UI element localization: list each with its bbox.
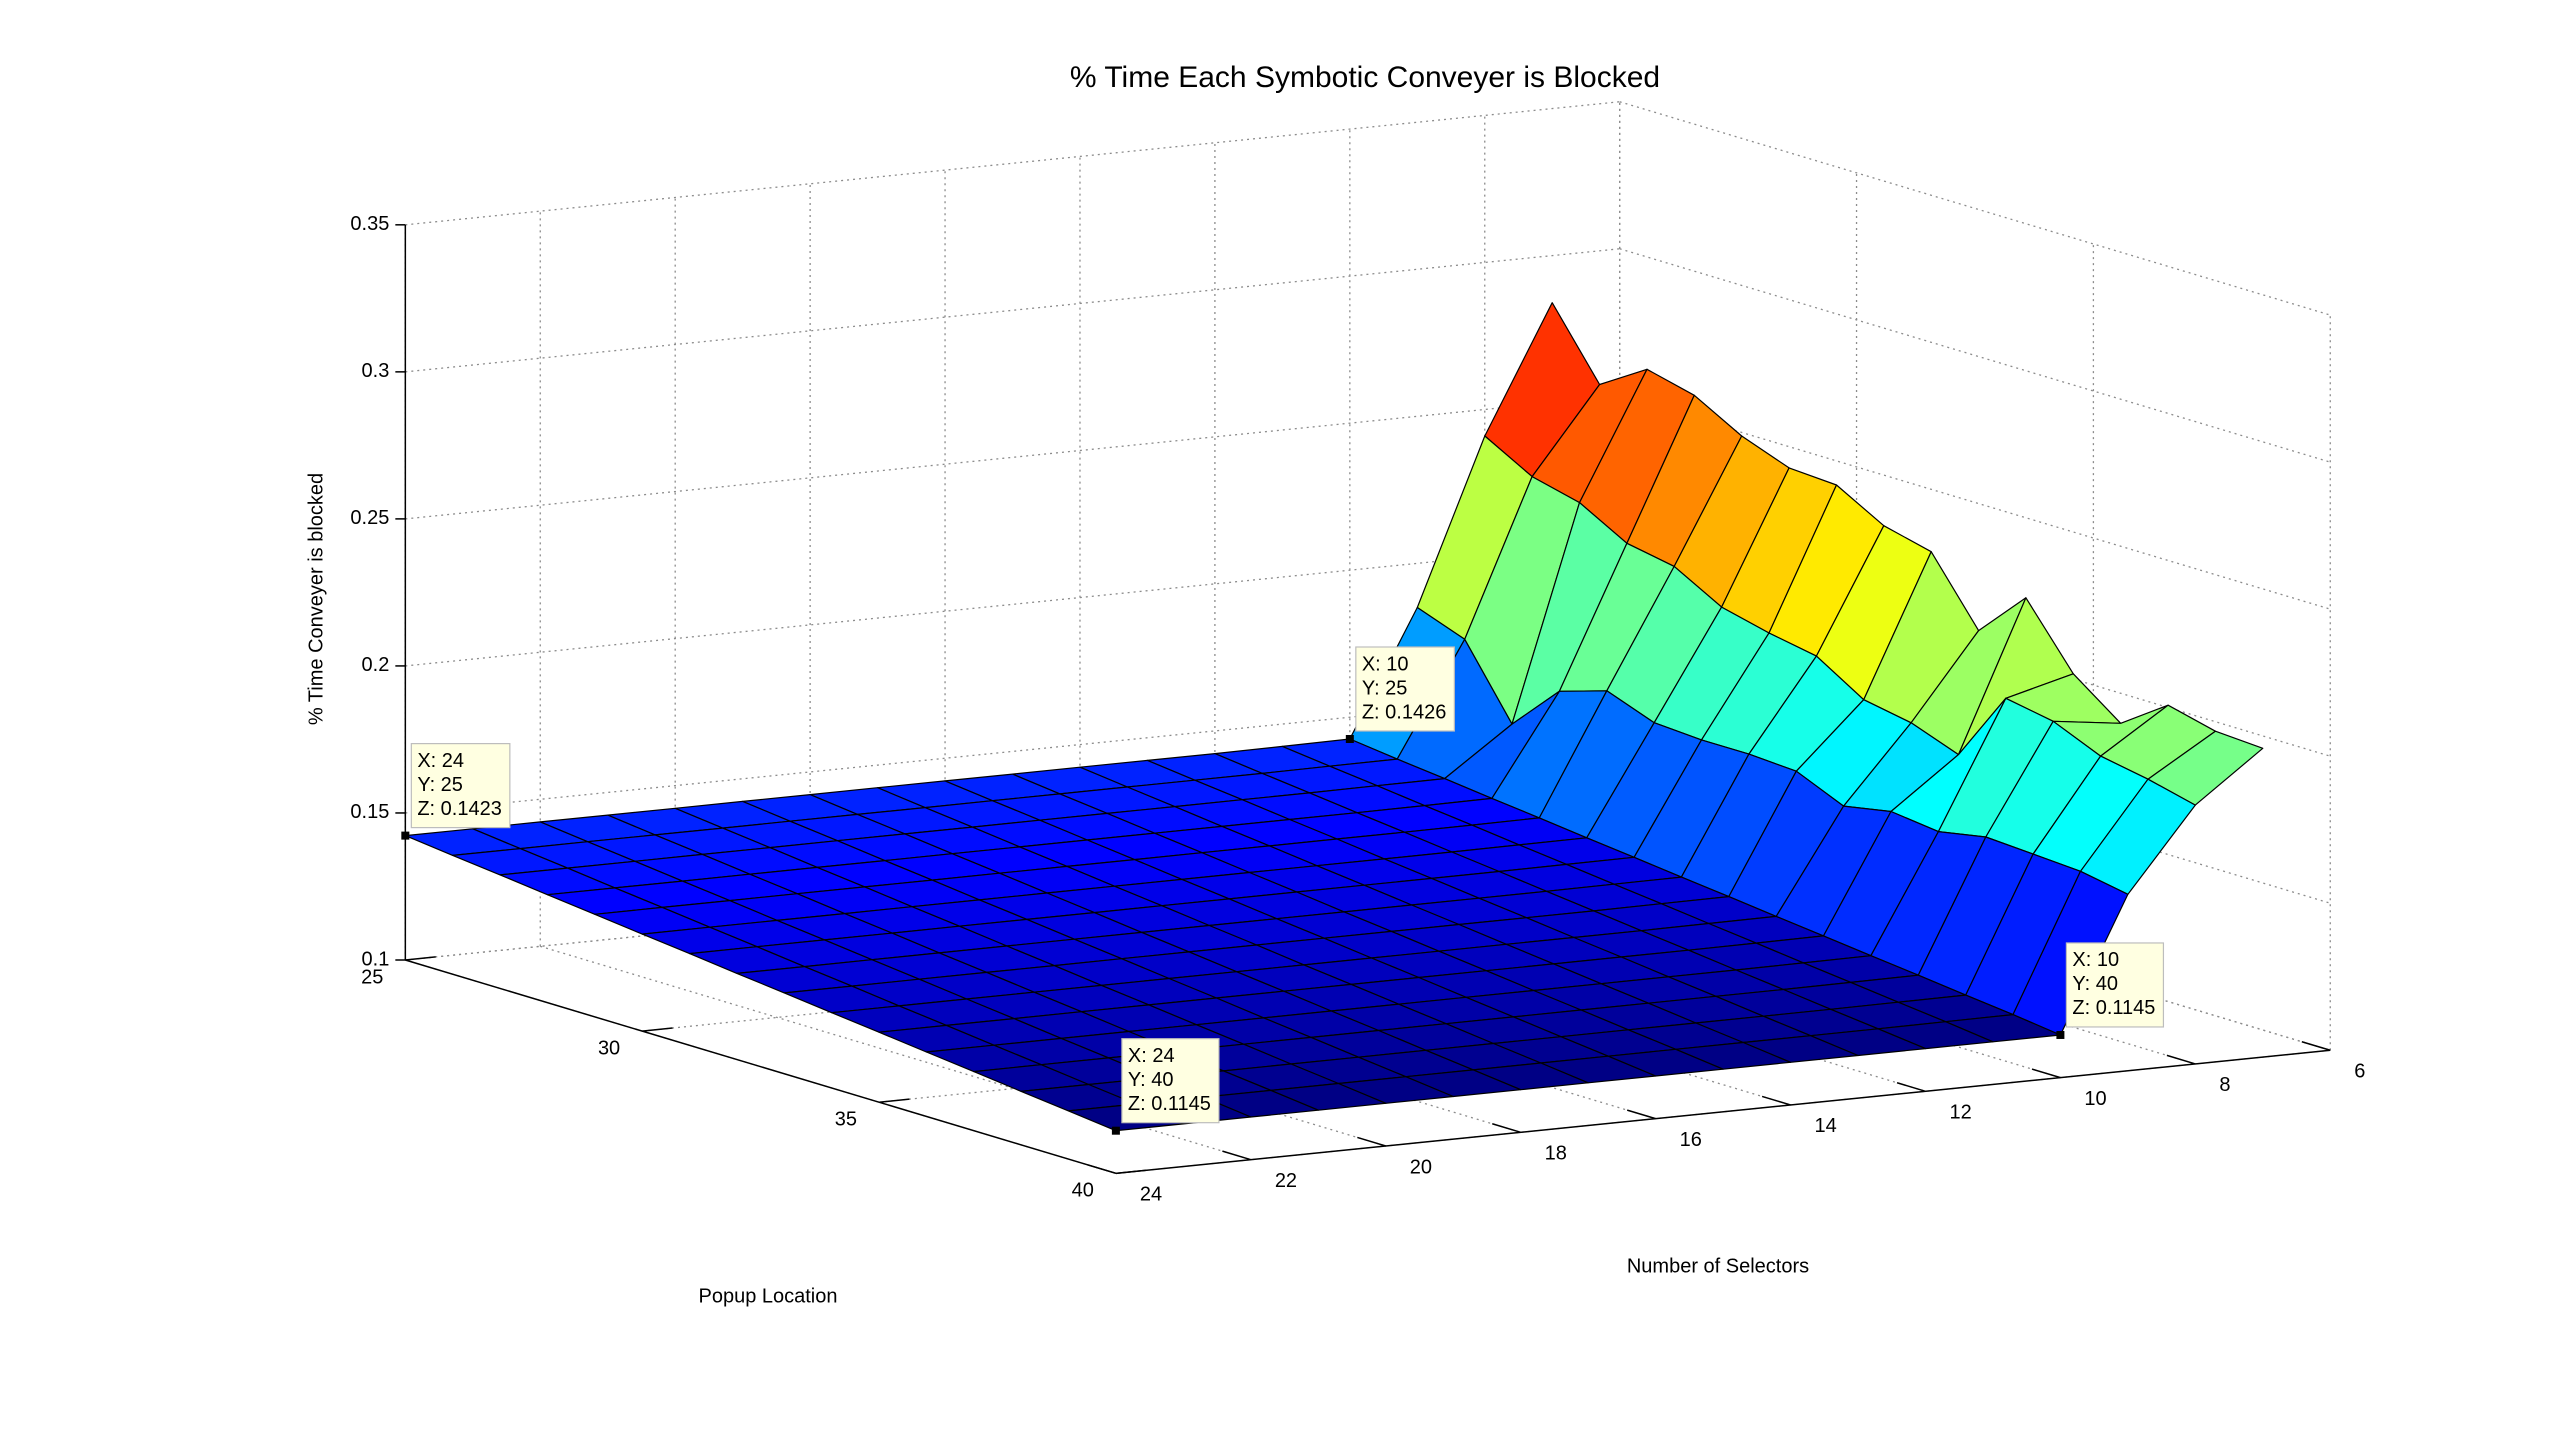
data-tip-text: X: 24 (417, 750, 464, 772)
grid-line (1619, 395, 2331, 610)
x-tick-label: 6 (2354, 1061, 2365, 1083)
tick-mark (1222, 1150, 1252, 1161)
tick-mark (878, 1098, 910, 1103)
tick-mark (405, 956, 436, 961)
grid-line (1619, 248, 2331, 463)
data-tip-text: X: 10 (2072, 949, 2119, 971)
data-tip-text: Z: 0.1426 (1362, 701, 1447, 723)
x-tick-label: 8 (2219, 1074, 2230, 1096)
data-tip-marker (401, 831, 410, 840)
data-tip: X: 10Y: 25Z: 0.1426 (1345, 646, 1455, 743)
data-tip-marker (2056, 1030, 2065, 1039)
data-tip-box (410, 743, 511, 829)
data-tip-text: Y: 40 (2072, 973, 2118, 995)
data-tip-text: X: 10 (1362, 653, 1409, 675)
data-tip-text: Y: 25 (417, 774, 463, 796)
grid-line (1619, 689, 2331, 904)
z-tick-label: 0.35 (350, 213, 389, 235)
data-tip-text: Y: 40 (1128, 1069, 1174, 1091)
data-tip-text: X: 24 (1128, 1045, 1175, 1067)
y-axis (405, 959, 1117, 1175)
data-tip-marker (1111, 1126, 1120, 1135)
data-tip: X: 10Y: 40Z: 0.1145 (2056, 942, 2165, 1039)
data-tip-marker (1345, 734, 1354, 743)
x-tick-label: 22 (1275, 1170, 1297, 1192)
tick-mark (1357, 1136, 1386, 1147)
data-tip-text: Y: 25 (1362, 677, 1408, 699)
x-tick-label: 20 (1410, 1156, 1432, 1178)
data-tip-box (1355, 646, 1455, 732)
data-tip-box (1121, 1038, 1220, 1124)
x-tick-label: 14 (1815, 1115, 1837, 1137)
y-tick-label: 30 (598, 1037, 620, 1059)
data-tip-text: Z: 0.1145 (1128, 1093, 1211, 1115)
y-tick-label: 40 (1072, 1180, 1094, 1202)
tick-mark (1626, 1109, 1656, 1120)
x-tick-label: 24 (1140, 1184, 1162, 1206)
data-tip-box (2065, 942, 2165, 1028)
z-tick-label: 0.25 (350, 507, 389, 529)
tick-mark (2166, 1054, 2196, 1065)
grid-line (1484, 849, 2196, 1065)
x-tick-label: 18 (1545, 1143, 1567, 1165)
grid-line (405, 395, 1620, 520)
data-tip: X: 24Y: 25Z: 0.1423 (401, 743, 511, 840)
data-tip-text: Z: 0.1423 (417, 798, 502, 820)
data-tip-text: Z: 0.1145 (2072, 997, 2155, 1019)
x-tick-label: 10 (2084, 1088, 2106, 1110)
z-tick-label: 0.3 (362, 360, 390, 382)
tick-mark (2301, 1041, 2331, 1051)
tick-mark (1492, 1123, 1521, 1134)
z-axis-label: % Time Conveyer is blocked (305, 473, 327, 725)
data-tip: X: 24Y: 40Z: 0.1145 (1111, 1038, 1220, 1135)
tick-mark (1087, 1164, 1117, 1175)
grid-line (405, 248, 1620, 373)
grid-line (1619, 836, 2331, 1051)
x-tick-label: 16 (1680, 1129, 1702, 1151)
tick-mark (1896, 1082, 1926, 1093)
tick-mark (1115, 1169, 1147, 1175)
y-tick-label: 25 (361, 966, 383, 988)
grid-line (1619, 542, 2331, 757)
tick-mark (1761, 1095, 1791, 1106)
grid-line (405, 101, 1620, 226)
tick-mark (642, 1027, 673, 1032)
z-tick-label: 0.1 (362, 948, 390, 970)
x-tick-label: 12 (1949, 1102, 1971, 1124)
tick-mark (2031, 1068, 2061, 1079)
z-tick-label: 0.2 (362, 654, 390, 676)
z-tick-label: 0.15 (350, 801, 389, 823)
x-axis-label: Number of Selectors (1627, 1255, 1809, 1277)
chart-title: % Time Each Symbotic Conveyer is Blocked (1070, 61, 1660, 94)
y-axis-label: Popup Location (698, 1285, 837, 1307)
grid-line (1619, 101, 2331, 316)
x-axis (1115, 1049, 2331, 1175)
y-tick-label: 35 (835, 1109, 857, 1131)
